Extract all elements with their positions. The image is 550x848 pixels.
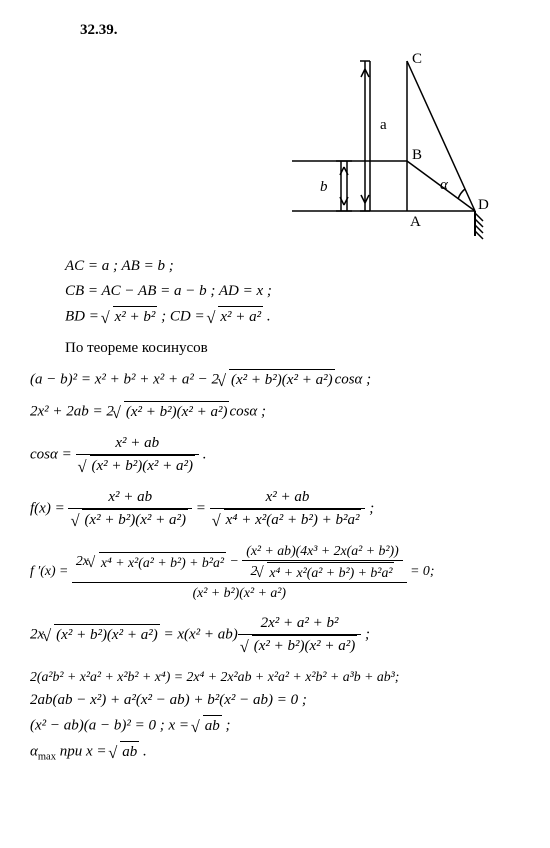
given-line-2: CB = AC − AB = a − b ; AD = x ; [65, 281, 520, 302]
equation-3: cosα = x² + ab(x² + b²)(x² + a²) . [30, 433, 520, 477]
equation-5: f ′(x) = 2xx⁴ + x²(a² + b²) + b²a² − (x²… [30, 541, 520, 603]
point-d-label: D [478, 197, 489, 213]
equation-6: 2x(x² + b²)(x² + a²) = x(x² + ab)2x² + a… [30, 613, 520, 657]
diagram: C B A D a b α [30, 51, 490, 241]
given-line-3: BD = x² + b² ; CD = x² + a² . [65, 306, 520, 328]
angle-label: α [440, 177, 449, 193]
equation-7: 2(a²b² + x²a² + x²b² + x⁴) = 2x⁴ + 2x²ab… [30, 667, 520, 686]
equation-2: 2x² + 2ab = 2(x² + b²)(x² + a²)cosα ; [30, 401, 520, 423]
equation-4: f(x) = x² + ab(x² + b²)(x² + a²) = x² + … [30, 487, 520, 531]
given-line-1: AC = a ; AB = b ; [65, 256, 520, 277]
point-b-label: B [412, 147, 422, 163]
edge-b-label: b [320, 179, 328, 195]
point-a-label: A [410, 214, 421, 230]
point-c-label: C [412, 51, 422, 67]
theorem-text: По теореме косинусов [65, 338, 520, 359]
problem-number: 32.39. [80, 20, 520, 41]
equation-10: αmax при x = ab . [30, 741, 520, 765]
equation-9: (x² − ab)(a − b)² = 0 ; x = ab ; [30, 715, 520, 737]
equation-8: 2ab(ab − x²) + a²(x² − ab) + b²(x² − ab)… [30, 690, 520, 711]
equation-1: (a − b)² = x² + b² + x² + a² − 2(x² + b²… [30, 369, 520, 391]
edge-a-label: a [380, 117, 387, 133]
geometry-figure: C B A D a b α [270, 51, 490, 241]
